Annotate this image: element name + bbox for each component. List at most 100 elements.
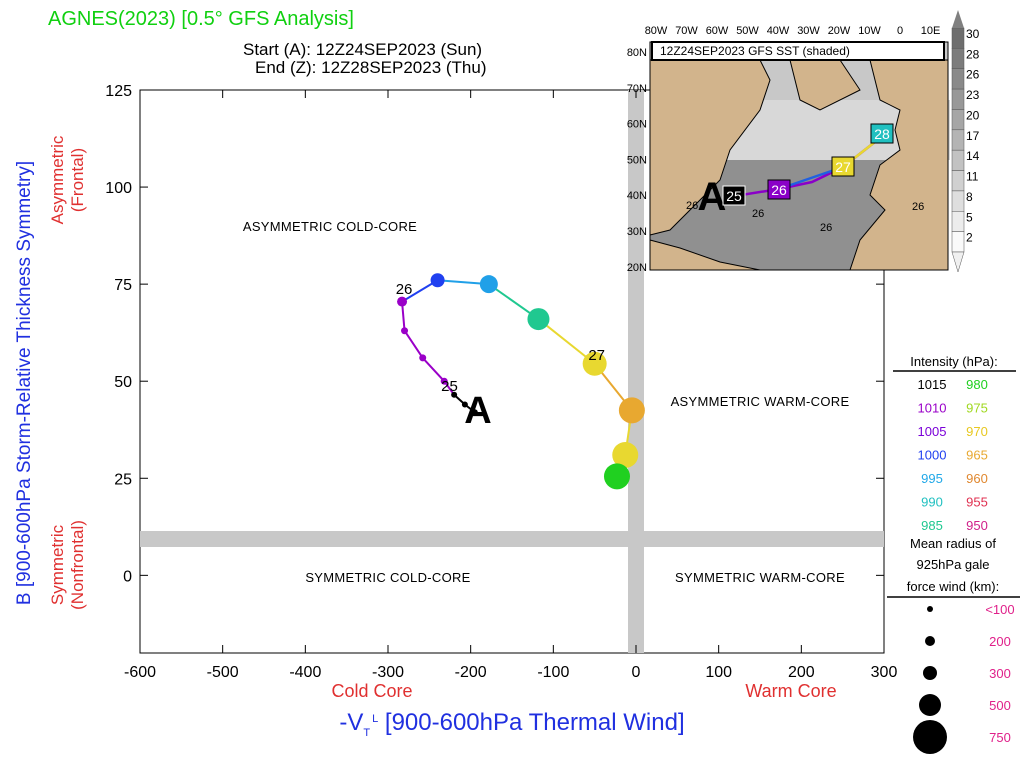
track-segment	[403, 330, 424, 359]
x-tick-label: -100	[537, 664, 569, 681]
x-tick-label: 200	[788, 664, 815, 681]
track-point	[419, 354, 427, 362]
x-tick-label: -300	[372, 664, 404, 681]
map-day-box-26	[767, 179, 791, 200]
radius-legend-dot	[923, 666, 937, 680]
intensity-legend-entry: 965	[966, 448, 988, 463]
track-point	[603, 463, 630, 490]
map-lon-label: 80W	[645, 25, 668, 37]
x-tick-label: 0	[632, 664, 641, 681]
map-day-label-27: 27	[835, 159, 851, 175]
quadrant-label-bottom-right: SYMMETRIC WARM-CORE	[675, 570, 845, 585]
inset-title: 12Z24SEP2023 GFS SST (shaded)	[660, 44, 850, 58]
colorbar-label: 5	[966, 210, 973, 224]
radius-legend-dot	[925, 636, 935, 646]
north-america-land	[649, 59, 771, 236]
track-point	[471, 409, 478, 416]
track-point	[451, 391, 458, 398]
colorbar-segment	[951, 48, 965, 69]
map-day-box-27	[831, 156, 855, 177]
inset-frame	[649, 41, 949, 271]
inset-map: 12Z24SEP2023 GFS SST (shaded) 80W 70W 60W 5…	[627, 25, 950, 274]
map-graticule-labels: 80W 70W 60W 50W 40W 30W 20W 10W 0 10E 80N 70N 60N 50N…	[627, 25, 940, 274]
y-tick-label: 0	[123, 568, 132, 585]
intensity-legend-entry: 990	[921, 495, 943, 510]
x-tick-label: -500	[207, 664, 239, 681]
intensity-legend-entry: 1000	[918, 448, 947, 463]
intensity-legend-entry: 995	[921, 471, 943, 486]
x-left-label: Cold Core	[331, 681, 412, 701]
radius-legend-title-3: force wind (km):	[907, 579, 999, 594]
intensity-legend-entry: 985	[921, 518, 943, 533]
map-start-marker: A	[698, 175, 727, 219]
colorbar-label: 20	[966, 108, 980, 122]
map-day-box-28	[870, 123, 894, 144]
map-lat-label: 50N	[627, 154, 647, 166]
track-point	[618, 397, 645, 424]
x-tick-label: 100	[705, 664, 732, 681]
y-bottom-label-2: (Nonfrontal)	[68, 520, 87, 610]
colorbar-label: 28	[966, 47, 980, 61]
track-point	[527, 308, 550, 331]
x-tick-label: -400	[289, 664, 321, 681]
map-lat-label: 30N	[627, 226, 647, 238]
sst-colorbar: 30 28 26 23 20 17 14 11 8 5 2	[951, 10, 980, 273]
radius-legend-dot	[919, 694, 941, 716]
map-lon-label: 60W	[706, 25, 729, 37]
intensity-legend-entry: 1010	[918, 401, 947, 416]
track-point	[440, 377, 448, 385]
x-right-label: Warm Core	[745, 681, 836, 701]
colorbar-bottom-arrow	[951, 251, 965, 273]
day-label: 25	[441, 378, 458, 395]
intensity-legend-entry: 980	[966, 377, 988, 392]
colorbar-label: 14	[966, 149, 980, 163]
day-label: 27	[588, 347, 605, 364]
radius-legend-dot	[913, 720, 947, 754]
colorbar-label: 8	[966, 190, 973, 204]
sst-contour-label: 26	[912, 201, 924, 213]
y-tick-label: 25	[114, 471, 132, 488]
colorbar-label: 11	[966, 170, 979, 184]
map-day-label-28: 28	[874, 126, 890, 142]
colorbar-segment	[951, 88, 965, 110]
quadrant-label-top-right: ASYMMETRIC WARM-CORE	[671, 394, 850, 409]
intensity-legend-entry: 1005	[918, 424, 947, 439]
quadrant-label-top-left: ASYMMETRIC COLD-CORE	[243, 219, 417, 234]
y-tick-label: 125	[105, 83, 132, 100]
map-lon-label: 50W	[736, 25, 759, 37]
y-axis-title: B [900-600hPa Storm-Relative Thickness S…	[14, 161, 35, 605]
colorbar-segment	[951, 27, 965, 49]
vertical-quadrant-bar	[628, 90, 644, 653]
map-lat-label: 20N	[627, 262, 647, 274]
colorbar-label: 23	[966, 88, 980, 102]
radius-legend-label: 500	[989, 698, 1011, 713]
y-top-label-2: (Frontal)	[68, 148, 87, 212]
colorbar-segment	[951, 211, 965, 232]
colorbar-segment	[951, 149, 965, 171]
map-lat-label: 80N	[627, 47, 647, 59]
day-label: 26	[396, 281, 413, 298]
colorbar-segment	[951, 129, 965, 151]
map-lon-label: 10E	[921, 25, 941, 37]
map-day-box-25	[722, 185, 746, 206]
sst-contour-label: 26	[752, 208, 764, 220]
colorbar-label: 30	[966, 27, 980, 41]
radius-legend-title-2: 925hPa gale	[916, 557, 989, 572]
colorbar-segment	[951, 170, 965, 192]
x-tick-label: -600	[124, 664, 156, 681]
start-time-label: Start (A): 12Z24SEP2023 (Sun)	[243, 40, 483, 59]
track-point	[397, 296, 408, 307]
sst-contour-label: 26	[686, 200, 698, 212]
radius-legend-label: 300	[989, 666, 1011, 681]
track-point	[401, 327, 409, 335]
radius-legend-title-1: Mean radius of	[910, 536, 996, 551]
colorbar-segment	[951, 231, 965, 253]
map-lon-label: 40W	[767, 25, 790, 37]
radius-legend-dot	[927, 606, 933, 612]
track-point	[430, 273, 445, 288]
colorbar-segment	[951, 109, 965, 131]
colorbar-label: 17	[966, 129, 980, 143]
map-day-label-26: 26	[771, 182, 787, 198]
intensity-legend: Intensity (hPa): Mean radius of 925hPa g…	[887, 354, 1020, 754]
map-lat-label: 60N	[627, 119, 647, 131]
